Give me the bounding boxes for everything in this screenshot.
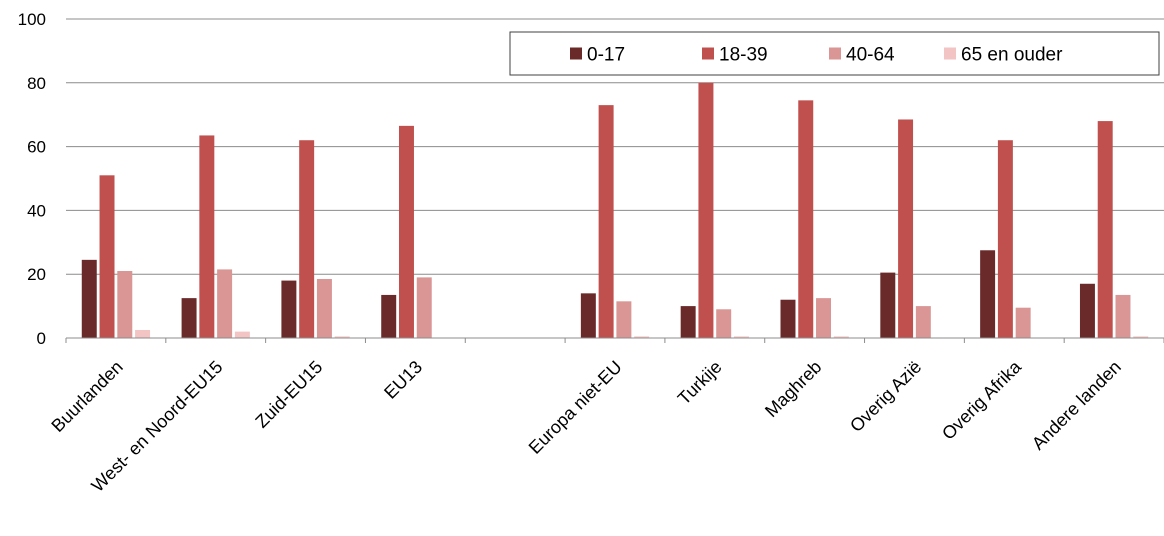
bar	[1115, 294, 1131, 338]
x-category-label: Overig Azië	[846, 357, 925, 436]
y-tick-label: 0	[37, 329, 46, 348]
y-axis-tick-labels: 0 20 40 60 80 100	[18, 10, 46, 348]
bar	[99, 175, 115, 338]
bar	[1015, 307, 1031, 338]
x-axis-tick-marks	[65, 338, 1164, 343]
bar	[816, 298, 832, 338]
bar	[199, 135, 215, 338]
bar	[381, 294, 397, 338]
legend-label: 0-17	[587, 45, 625, 66]
bar	[181, 298, 197, 338]
bar	[716, 309, 732, 338]
bar	[299, 140, 315, 338]
bar	[833, 336, 849, 338]
x-category-label: Europa niet-EU	[525, 357, 626, 458]
bar	[1133, 336, 1149, 338]
y-tick-label: 40	[27, 201, 46, 220]
bar	[135, 330, 151, 338]
bar	[997, 140, 1013, 338]
x-category-label: EU13	[380, 357, 426, 403]
bar	[398, 125, 414, 339]
y-tick-label: 80	[27, 74, 46, 93]
legend-label: 40-64	[846, 45, 895, 66]
bar	[915, 306, 931, 338]
legend-swatch	[944, 47, 956, 60]
legend-swatch	[570, 47, 582, 60]
bar	[980, 250, 996, 338]
bar	[1097, 121, 1113, 338]
bar	[880, 272, 896, 338]
bar	[733, 336, 749, 338]
bar	[81, 259, 97, 338]
bars	[81, 82, 1149, 339]
bar	[898, 119, 914, 338]
bar	[416, 277, 432, 338]
x-category-label: Turkije	[674, 357, 726, 409]
legend-label: 18-39	[719, 45, 768, 66]
bar	[598, 105, 614, 338]
x-category-label: Maghreb	[761, 357, 825, 421]
y-tick-label: 100	[18, 10, 46, 29]
bar	[281, 280, 297, 338]
bar	[616, 301, 632, 338]
legend-label: 65 en ouder	[961, 45, 1063, 66]
bar	[117, 271, 133, 338]
bar	[217, 269, 233, 338]
bar	[798, 100, 814, 338]
x-category-label: Zuid-EU15	[251, 357, 326, 432]
bar	[580, 293, 596, 338]
legend-swatch	[702, 47, 714, 60]
y-tick-label: 20	[27, 265, 46, 284]
x-category-label: Andere landen	[1028, 357, 1125, 454]
bar	[316, 278, 332, 338]
bar	[1079, 283, 1095, 338]
bar	[698, 82, 714, 338]
bar	[334, 336, 350, 338]
y-tick-label: 60	[27, 138, 46, 157]
bar	[234, 331, 250, 338]
legend-swatch	[829, 47, 841, 60]
bar	[634, 336, 650, 338]
x-category-label: Overig Afrika	[938, 356, 1026, 444]
legend: 0-17 18-39 40-64 65 en ouder	[509, 31, 1160, 76]
bar	[780, 299, 796, 338]
bar	[680, 306, 696, 338]
x-category-label: Buurlanden	[47, 357, 126, 436]
